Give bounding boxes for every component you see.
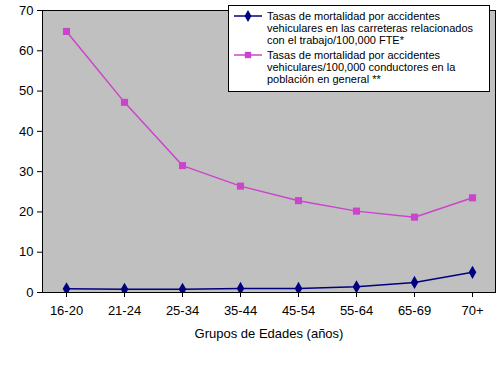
svg-text:16-20: 16-20 [50, 303, 83, 318]
html-text:Tasas de mortalidad por accide: Tasas de mortalidad por accidentes vehic… [267, 49, 456, 85]
svg-text:30: 30 [19, 164, 33, 179]
svg-text:45-54: 45-54 [282, 303, 315, 318]
svg-text:55-64: 55-64 [340, 303, 373, 318]
svg-text:70+: 70+ [461, 303, 483, 318]
svg-text:35-44: 35-44 [224, 303, 257, 318]
svg-text:Grupos de Edades (años): Grupos de Edades (años) [195, 326, 344, 341]
svg-text:10: 10 [19, 244, 33, 259]
svg-text:21-24: 21-24 [108, 303, 141, 318]
svg-text:65-69: 65-69 [398, 303, 431, 318]
svg-text:25-34: 25-34 [166, 303, 199, 318]
svg-text:50: 50 [19, 83, 33, 98]
svg-text:40: 40 [19, 124, 33, 139]
svg-text:60: 60 [19, 43, 33, 58]
svg-text:20: 20 [19, 204, 33, 219]
svg-text:0: 0 [26, 285, 33, 300]
svg-text:70: 70 [19, 3, 33, 18]
html-text:Tasas de mortalidad por accide: Tasas de mortalidad por accidentes vehic… [267, 10, 474, 46]
